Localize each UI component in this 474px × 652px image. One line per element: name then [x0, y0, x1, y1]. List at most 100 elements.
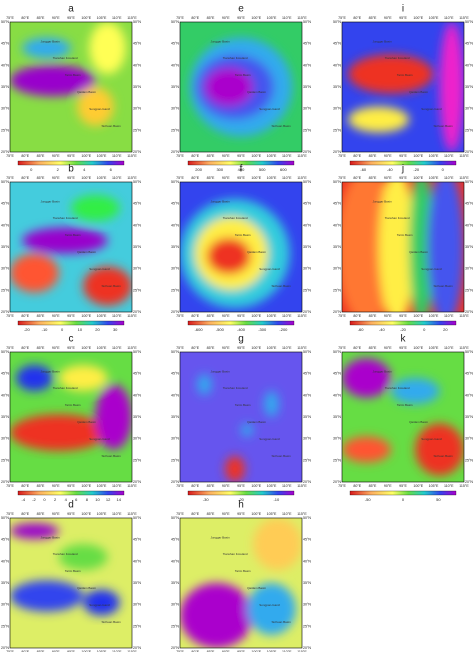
- colorbar-tick-label: -30: [203, 497, 210, 502]
- lon-tick-label: 115°E: [297, 176, 307, 180]
- lon-tick-label: 110°E: [282, 314, 292, 318]
- lat-tick-label: 40°N: [333, 223, 341, 227]
- lat-tick-label: 40°N: [303, 223, 311, 227]
- lon-tick-label: 100°E: [81, 650, 91, 652]
- lat-tick-label: 25°N: [1, 624, 9, 628]
- lat-tick-label: 30°N: [171, 603, 179, 607]
- lat-tick-label: 30°N: [333, 437, 341, 441]
- panel-label: g: [238, 334, 244, 345]
- lon-tick-label: 100°E: [81, 176, 91, 180]
- colorbar: [187, 490, 295, 496]
- lon-tick-label: 80°E: [353, 16, 361, 20]
- colorbar-tick-label: -500: [216, 327, 225, 332]
- colorbar-tick-label: -20: [400, 327, 407, 332]
- map-field: Junggar Basin Tianshan Foreland Tarim Basi…: [10, 352, 132, 482]
- lon-tick-label: 115°E: [127, 346, 137, 350]
- map-blobs: [342, 358, 464, 476]
- lon-tick-label: 80°E: [191, 346, 199, 350]
- lon-tick-label: 90°E: [222, 16, 230, 20]
- lon-tick-label: 75°E: [176, 512, 184, 516]
- lon-tick-label: 75°E: [6, 176, 14, 180]
- map-field: Junggar Basin Tianshan Foreland Tarim Basi…: [342, 22, 464, 152]
- lon-tick-label: 100°E: [81, 154, 91, 158]
- place-name: Sichuan Basin: [434, 454, 454, 458]
- lat-tick-label: 35°N: [465, 415, 473, 419]
- lon-tick-label: 95°E: [237, 154, 245, 158]
- lat-tick-label: 45°N: [133, 372, 141, 376]
- lat-tick-label: 35°N: [333, 85, 341, 89]
- lon-tick-label: 105°E: [267, 154, 277, 158]
- lon-tick-label: 95°E: [399, 176, 407, 180]
- lat-tick-label: 45°N: [133, 202, 141, 206]
- colorbar-tick-label: 12: [106, 497, 111, 502]
- place-name: Qaidam Basin: [247, 90, 266, 94]
- lat-tick-label: 20°N: [1, 480, 9, 484]
- map-blobs: [10, 195, 132, 306]
- map-frame: [9, 181, 133, 313]
- lat-tick-label: 25°N: [171, 128, 179, 132]
- lon-tick-label: 115°E: [127, 176, 137, 180]
- colorbar-tick-label: 0: [442, 167, 445, 172]
- colorbar-tick-label: 8: [86, 497, 89, 502]
- lat-tick-label: 30°N: [133, 603, 141, 607]
- lat-tick-label: 45°N: [465, 372, 473, 376]
- lat-tick-label: 45°N: [333, 202, 341, 206]
- panel-label: h: [238, 500, 244, 511]
- lon-tick-label: 90°E: [384, 154, 392, 158]
- colorbar-tick-label: -200: [279, 327, 288, 332]
- lon-tick-label: 85°E: [37, 650, 45, 652]
- lon-tick-label: 105°E: [267, 176, 277, 180]
- map-panel: b Junggar Basin Tianshan Foreland Tarim Bas…: [1, 164, 141, 332]
- lat-tick-label: 45°N: [303, 42, 311, 46]
- lat-tick-label: 50°N: [133, 516, 141, 520]
- lon-tick-label: 80°E: [353, 176, 361, 180]
- map-blob: [22, 37, 72, 59]
- map-blob: [10, 253, 59, 293]
- lon-tick-label: 115°E: [127, 512, 137, 516]
- place-name: Junggar Basin: [211, 39, 231, 43]
- colorbar-tick-label: 10: [95, 497, 100, 502]
- lat-tick-label: 40°N: [1, 223, 9, 227]
- lat-tick-label: 50°N: [333, 180, 341, 184]
- lat-tick-label: 40°N: [133, 393, 141, 397]
- lon-tick-label: 80°E: [21, 16, 29, 20]
- map-blob: [342, 358, 391, 398]
- lon-tick-label: 115°E: [459, 16, 469, 20]
- lat-tick-label: 50°N: [465, 350, 473, 354]
- lat-tick-label: 35°N: [133, 245, 141, 249]
- lon-tick-label: 115°E: [459, 176, 469, 180]
- lat-tick-label: 45°N: [1, 202, 9, 206]
- lat-tick-label: 20°N: [133, 310, 141, 314]
- lat-tick-label: 35°N: [303, 581, 311, 585]
- lon-tick-label: 110°E: [112, 512, 122, 516]
- lat-tick-label: 45°N: [303, 538, 311, 542]
- lat-tick-label: 45°N: [133, 42, 141, 46]
- lon-tick-label: 110°E: [282, 346, 292, 350]
- place-name: Qaidam Basin: [409, 90, 428, 94]
- colorbar-tick-label: 0: [402, 497, 405, 502]
- map-field: Junggar Basin Tianshan Foreland Tarim Basi…: [342, 182, 464, 312]
- lat-tick-label: 35°N: [1, 245, 9, 249]
- lat-tick-label: 20°N: [133, 646, 141, 650]
- lon-tick-label: 110°E: [282, 154, 292, 158]
- lat-tick-label: 35°N: [1, 415, 9, 419]
- lon-tick-label: 75°E: [338, 176, 346, 180]
- lon-tick-label: 100°E: [251, 512, 261, 516]
- colorbar-tick-label: -60: [360, 167, 367, 172]
- colorbar: [349, 160, 457, 166]
- lat-tick-label: 20°N: [133, 150, 141, 154]
- lon-tick-label: 80°E: [21, 484, 29, 488]
- place-name: Tarim Basin: [65, 233, 81, 237]
- lat-tick-label: 35°N: [465, 245, 473, 249]
- place-name: Tianshan Foreland: [385, 386, 410, 390]
- lon-tick-label: 100°E: [251, 346, 261, 350]
- map-blob: [10, 64, 96, 97]
- map-blob: [415, 423, 464, 476]
- lon-tick-label: 105°E: [97, 314, 107, 318]
- colorbar-tick-label: 0: [423, 327, 426, 332]
- lon-tick-label: 95°E: [237, 176, 245, 180]
- panel-label: a: [68, 4, 74, 15]
- map-panel: e Junggar Basin Tianshan Foreland Tarim Bas…: [171, 4, 311, 172]
- place-name: Tarim Basin: [65, 73, 81, 77]
- map-panel: a Junggar Basin Tianshan Foreland Tarim Bas…: [1, 4, 141, 172]
